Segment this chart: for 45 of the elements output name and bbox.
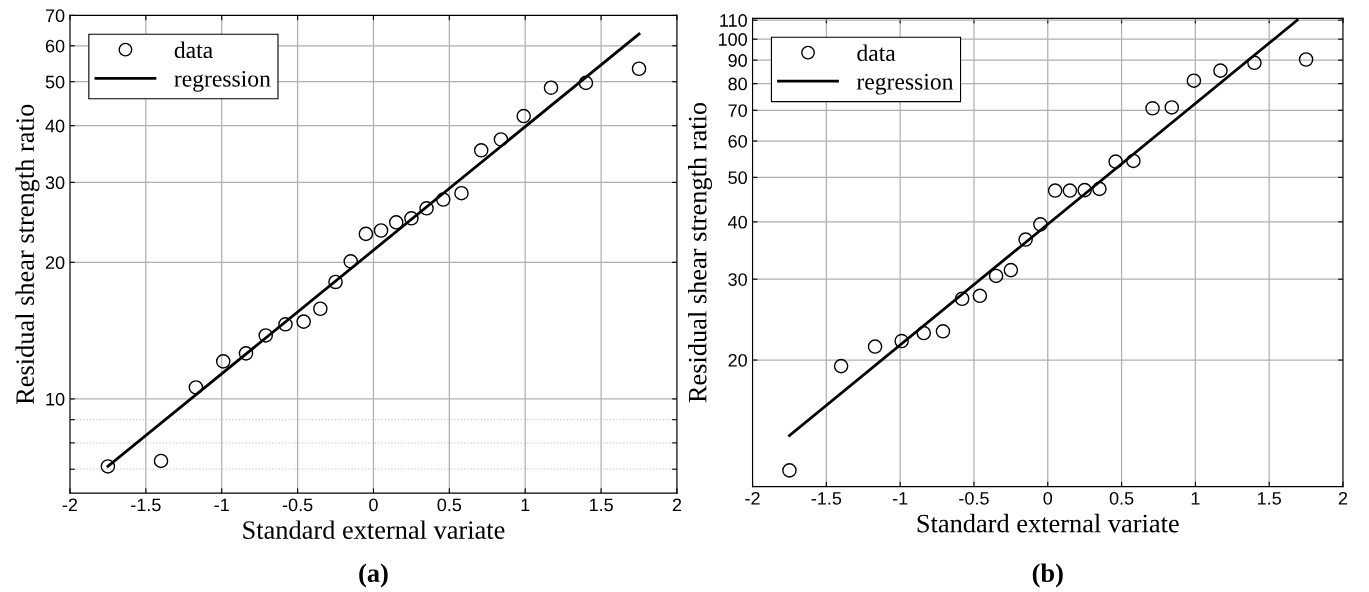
x-tick-label: -0.5: [282, 498, 313, 512]
x-tick-label: 1: [521, 498, 530, 512]
x-tick-label: 0: [1043, 491, 1053, 505]
x-tick-label: -0.5: [959, 491, 989, 505]
legend-label: regression: [856, 73, 954, 95]
y-tick-label: 40: [45, 119, 65, 133]
y-tick-label: 50: [45, 75, 65, 89]
y-tick-label: 50: [728, 171, 747, 185]
x-tick-label: -1.5: [131, 498, 161, 512]
y-tick-label: 20: [728, 353, 747, 367]
x-tick-label: 0.5: [437, 498, 462, 512]
y-tick-label: 110: [720, 14, 747, 27]
y-tick-label: 30: [45, 176, 65, 190]
x-axis-title: Standard external variate: [243, 520, 505, 539]
legend-label: regression: [174, 70, 271, 92]
x-tick-label: 0: [369, 498, 378, 512]
x-tick-label: 1.5: [589, 498, 613, 512]
y-tick-label: 40: [728, 215, 747, 229]
x-tick-label: 1.5: [1258, 492, 1281, 505]
text: (b): [1032, 563, 1063, 588]
y-axis-title: Residual shear strength ratio: [688, 102, 712, 403]
y-axis-title: Residual shear strength ratio: [15, 104, 40, 405]
y-tick-label: 60: [45, 39, 65, 53]
text: (a): [359, 563, 388, 588]
y-tick-label: 70: [728, 104, 747, 117]
legend-label: data: [174, 41, 213, 59]
x-tick-label: -1: [892, 492, 908, 505]
x-tick-label: 2: [672, 498, 682, 512]
y-tick-label: 90: [728, 54, 747, 67]
legend-label: data: [857, 44, 896, 62]
x-tick-label: -2: [62, 498, 78, 512]
y-tick-label: 20: [45, 256, 65, 270]
x-tick-label: -1.5: [811, 492, 842, 505]
y-tick-label: 100: [718, 33, 747, 46]
y-tick-label: 70: [45, 9, 65, 23]
x-tick-label: 1: [1191, 492, 1200, 505]
x-tick-label: 0.5: [1109, 491, 1134, 505]
x-tick-label: -1: [214, 498, 229, 512]
x-axis-title: Standard external variate: [917, 513, 1179, 533]
x-tick-label: -2: [745, 491, 760, 505]
y-tick-label: 60: [728, 134, 747, 148]
y-tick-label: 80: [728, 77, 747, 91]
y-tick-label: 30: [728, 273, 747, 286]
y-tick-label: 10: [46, 392, 65, 406]
x-tick-label: 2: [1338, 491, 1348, 505]
